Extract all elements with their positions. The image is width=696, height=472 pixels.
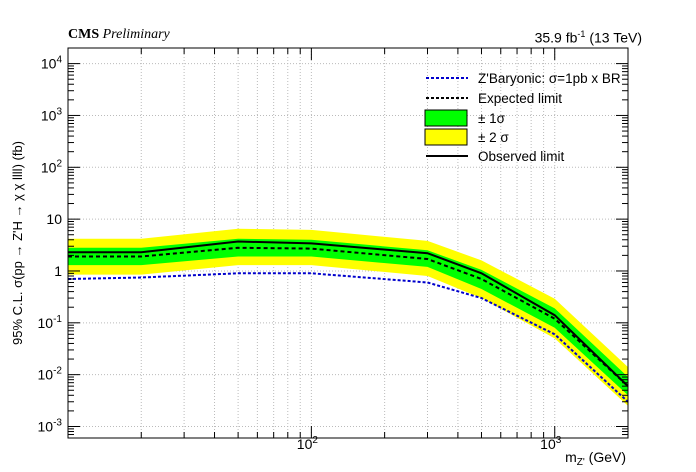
legend-label: Z'Baryonic: σ=1pb x BR — [478, 71, 621, 86]
y-tick-label: 103 — [41, 106, 63, 123]
legend-label: Observed limit — [478, 149, 565, 164]
experiment-name: CMS — [68, 27, 100, 42]
y-axis-label: 95% C.L. σ(pp → Z'H → χ χ llll) (fb) — [10, 141, 25, 345]
status-label: Preliminary — [102, 27, 170, 42]
y-tick-label: 10-2 — [38, 366, 63, 383]
experiment-label: CMS Preliminary — [68, 27, 170, 43]
baryonic-line — [68, 272, 628, 403]
expected-line — [68, 246, 628, 387]
legend-label: ± 1σ — [478, 111, 506, 126]
legend: Z'Baryonic: σ=1pb x BR Expected limit ± 1σ… — [424, 71, 621, 164]
y-tick-label: 104 — [41, 55, 63, 72]
legend-label: ± 2 σ — [478, 130, 509, 145]
x-axis-label: mZ' (GeV) — [565, 449, 626, 468]
x-tick-label: 102 — [297, 435, 319, 452]
axis-tick-labels: 102 103 10-3 10-2 10-1 1 10 102 103 104 — [38, 55, 562, 452]
band-2sigma — [68, 228, 628, 406]
energy-label: (13 TeV) — [589, 29, 642, 46]
legend-swatch — [424, 109, 468, 127]
y-tick-label: 102 — [41, 158, 63, 175]
limit-curves — [68, 240, 628, 403]
y-tick-label: 1 — [54, 263, 62, 279]
plot-frame — [67, 47, 629, 439]
axis-ticks — [67, 47, 629, 439]
lumi-exponent: -1 — [577, 29, 586, 39]
x-tick-label: 103 — [540, 435, 562, 452]
legend-swatch — [424, 128, 468, 146]
legend-label: Expected limit — [478, 91, 562, 106]
y-tick-label: 10-3 — [38, 417, 63, 434]
luminosity-label: 35.9 fb-1 (13 TeV) — [535, 29, 642, 46]
y-tick-label: 10-1 — [38, 314, 63, 331]
lumi-value: 35.9 fb — [534, 29, 578, 46]
observed-line — [68, 240, 628, 387]
y-tick-label: 10 — [46, 211, 62, 227]
